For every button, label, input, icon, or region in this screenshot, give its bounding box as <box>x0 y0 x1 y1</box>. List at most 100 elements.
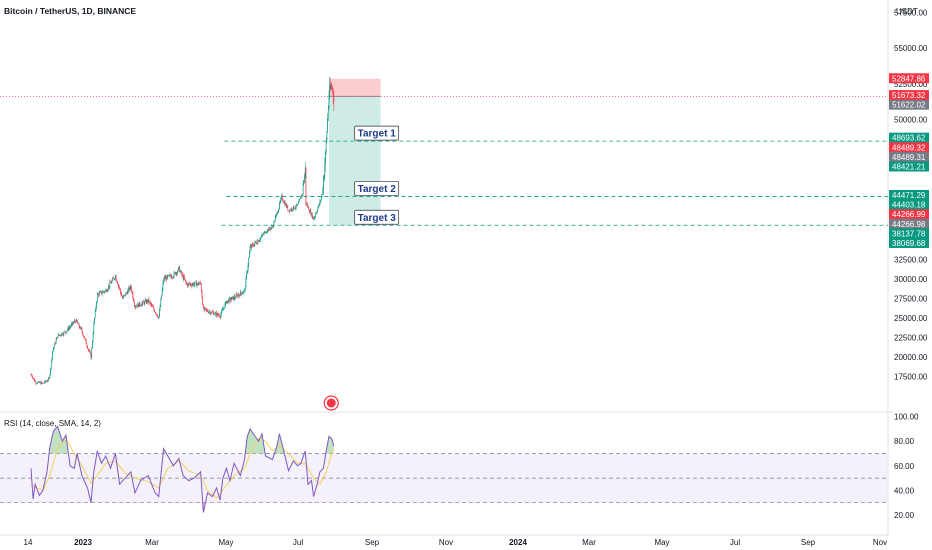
candle-body <box>329 84 331 96</box>
candle-body <box>51 357 53 362</box>
price-label-tag <box>889 151 929 162</box>
candle-body <box>160 299 162 307</box>
candle-body <box>285 204 287 206</box>
candle-body <box>303 182 305 184</box>
candle-body <box>242 293 243 295</box>
candle-body <box>60 335 62 337</box>
candle-body <box>327 118 328 132</box>
candle-body <box>259 239 261 241</box>
candle-body <box>249 252 250 258</box>
candle-body <box>74 320 76 322</box>
price-label-text: 51622.02 <box>892 101 926 110</box>
candle-body <box>308 206 310 211</box>
candle-body <box>297 202 299 205</box>
candle-body <box>40 382 42 385</box>
candle-body <box>117 284 119 286</box>
candle-body <box>321 194 323 198</box>
candle-body <box>55 343 56 344</box>
target-label-box[interactable] <box>354 209 400 225</box>
candle-body <box>283 201 284 203</box>
candle-body <box>307 206 309 208</box>
candle-body <box>110 282 112 284</box>
candle-body <box>220 314 222 318</box>
candle-body <box>157 316 159 318</box>
candle-body <box>275 215 277 218</box>
candle-body <box>222 309 224 310</box>
candle-body <box>153 307 155 310</box>
price-label-text: 48489.32 <box>892 143 926 152</box>
candle-body <box>281 195 282 199</box>
candle-body <box>274 217 276 222</box>
candle-body <box>271 226 273 228</box>
candle-body <box>251 244 253 246</box>
candle-body <box>141 303 143 306</box>
take-profit-zone[interactable] <box>328 96 381 226</box>
candle-body <box>302 183 304 195</box>
candle-body <box>233 296 234 300</box>
rsi-title: RSI (14, close, SMA, 14, 2) <box>4 419 101 428</box>
candle-body <box>112 278 113 281</box>
candle-body <box>39 382 41 383</box>
candle-body <box>333 96 335 103</box>
candle-body <box>84 337 86 339</box>
candle-body <box>168 275 170 276</box>
price-label-tag <box>889 218 929 229</box>
target-label-box[interactable] <box>354 125 400 141</box>
candle-body <box>150 303 152 305</box>
candle-body <box>37 382 39 384</box>
candle-body <box>69 327 70 330</box>
candle-body <box>219 316 221 318</box>
candle-body <box>95 307 97 311</box>
candle-body <box>52 350 53 358</box>
candle-body <box>269 227 270 229</box>
candle-body <box>212 311 213 313</box>
candle-body <box>284 202 286 206</box>
candle-body <box>233 296 235 300</box>
candle-body <box>293 206 294 210</box>
candle-body <box>32 377 34 379</box>
candle-body <box>182 274 183 276</box>
candle-body <box>164 277 166 279</box>
candle-body <box>198 283 200 285</box>
candle-body <box>323 175 325 180</box>
candle-body <box>225 301 227 304</box>
candle-body <box>310 210 312 215</box>
time-tick-label: 2023 <box>74 538 92 547</box>
candle-body <box>290 209 291 211</box>
candle-body <box>87 348 89 350</box>
candle-body <box>300 197 301 199</box>
candle-body <box>151 304 153 306</box>
candle-body <box>192 283 194 285</box>
candle-body <box>52 348 54 351</box>
candle-body <box>316 212 317 214</box>
candle-body <box>282 199 284 202</box>
candle-body <box>175 272 177 275</box>
candle-body <box>287 206 289 211</box>
price-label-text: 48489.31 <box>892 153 926 162</box>
candle-body <box>44 380 46 383</box>
candle-body <box>146 300 148 304</box>
candle-body <box>159 310 160 318</box>
candle-body <box>133 301 135 306</box>
candle-body <box>245 277 247 288</box>
target-label-box[interactable] <box>354 181 400 196</box>
candle-body <box>108 285 110 287</box>
candle-body <box>92 341 93 349</box>
candle-body <box>93 323 95 334</box>
candle-body <box>57 336 58 338</box>
rsi-line[interactable] <box>30 425 335 513</box>
rsi-tick-label: 60.00 <box>894 462 915 471</box>
candle-body <box>90 353 92 359</box>
candle-body <box>260 237 261 240</box>
candle-body <box>304 175 305 183</box>
candle-body <box>313 216 314 220</box>
candle-body <box>235 297 236 299</box>
candle-body <box>78 323 80 327</box>
stop-loss-zone[interactable] <box>328 78 381 97</box>
price-tick-label: 25000.00 <box>894 314 928 323</box>
candle-body <box>122 296 124 299</box>
candle-body <box>214 312 216 315</box>
candle-body <box>184 279 186 281</box>
rsi-tick-label: 20.00 <box>894 511 915 520</box>
